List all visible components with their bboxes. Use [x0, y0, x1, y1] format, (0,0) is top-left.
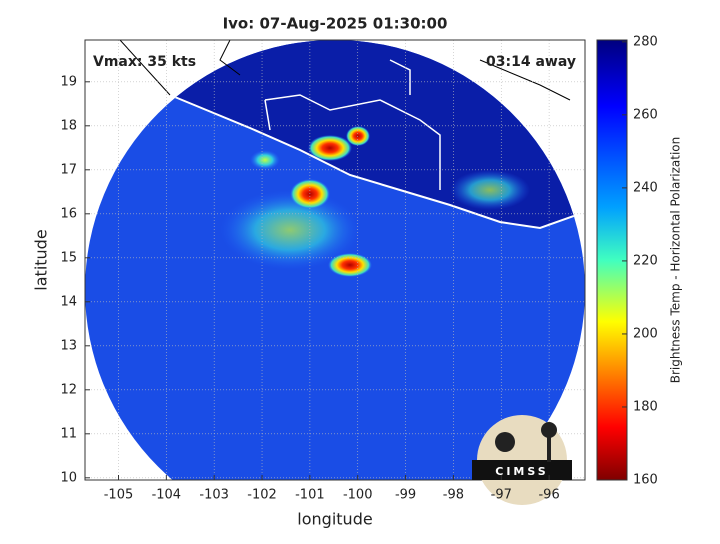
- y-tick-label: 16: [60, 206, 77, 221]
- annotation: 03:14 away: [486, 54, 576, 70]
- y-tick-label: 18: [60, 118, 77, 133]
- y-tick-label: 15: [60, 250, 77, 265]
- colorbar-tick-label: 240: [633, 180, 658, 195]
- y-tick-label: 14: [60, 294, 77, 309]
- colorbar-label: Brightness Temp - Horizontal Polarizatio…: [669, 137, 683, 384]
- x-tick-label: -101: [295, 488, 325, 503]
- logo-text: CIMSS: [495, 465, 548, 478]
- colorbar-tick-label: 260: [633, 107, 658, 122]
- x-tick-label: -100: [343, 488, 373, 503]
- x-tick-label: -102: [247, 488, 277, 503]
- y-axis-label: latitude: [32, 229, 51, 290]
- colorbar-tick-label: 180: [633, 399, 658, 414]
- colorbar-tick-label: 200: [633, 326, 658, 341]
- y-tick-label: 11: [60, 426, 77, 441]
- x-tick-label: -99: [395, 488, 416, 503]
- map-area: [85, 40, 585, 480]
- x-tick-label: -104: [152, 488, 182, 503]
- x-tick-label: -97: [491, 488, 512, 503]
- logo: CIMSS: [472, 415, 572, 505]
- y-tick-label: 10: [60, 470, 77, 485]
- plot-frame: [84, 39, 586, 481]
- y-tick-label: 19: [60, 74, 77, 89]
- colorbar-tick-label: 160: [633, 473, 658, 488]
- x-axis-label: longitude: [297, 510, 372, 529]
- y-tick-label: 12: [60, 382, 77, 397]
- title: Ivo: 07-Aug-2025 01:30:00: [223, 15, 448, 33]
- colorbar-tick-label: 280: [633, 34, 658, 49]
- y-tick-label: 17: [60, 162, 77, 177]
- x-tick-label: -105: [104, 488, 134, 503]
- colorbar-tick-label: 220: [633, 253, 658, 268]
- x-tick-label: -98: [443, 488, 464, 503]
- annotation: Vmax: 35 kts: [93, 54, 196, 70]
- colorbar: [596, 39, 628, 481]
- y-tick-label: 13: [60, 338, 77, 353]
- x-tick-label: -96: [538, 488, 559, 503]
- x-tick-label: -103: [199, 488, 229, 503]
